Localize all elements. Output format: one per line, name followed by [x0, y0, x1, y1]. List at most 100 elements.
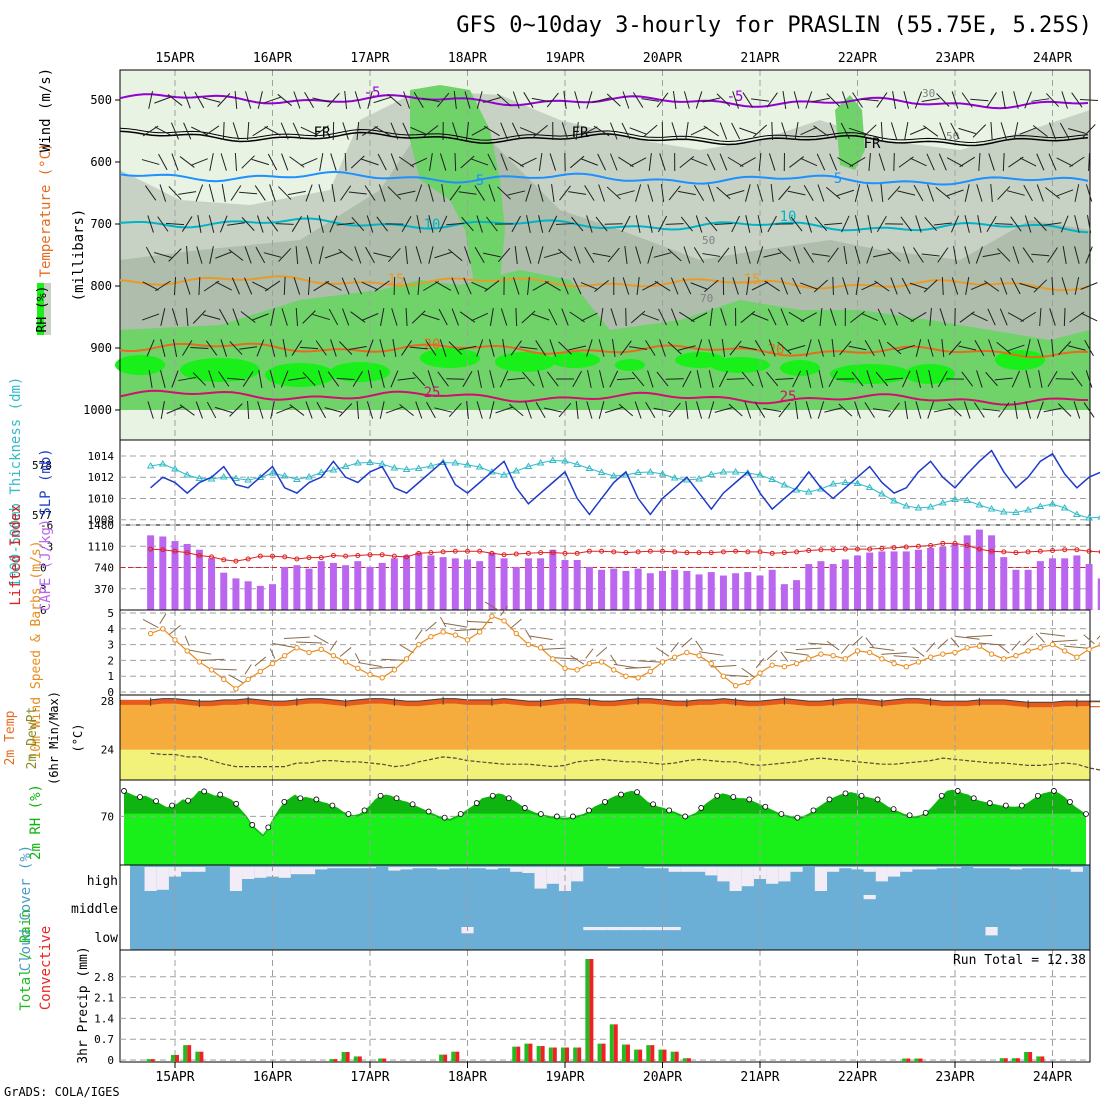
- wind-barb: [864, 340, 875, 356]
- wind-barb: [901, 277, 911, 295]
- wind-barb: [208, 184, 215, 202]
- wind-barb: [208, 215, 215, 233]
- cloud-high-bar: [510, 867, 523, 872]
- wind-speed-point: [428, 634, 434, 640]
- cloud-high-bar: [290, 867, 303, 875]
- wind-barb: [448, 341, 463, 355]
- wind-barb: [302, 310, 316, 324]
- wind-barb: [361, 126, 379, 136]
- wind-barb: [778, 402, 791, 418]
- wind-barb: [740, 310, 756, 324]
- cape-bar: [1024, 569, 1032, 610]
- cloud-level-label: low: [95, 931, 119, 946]
- wind-barb: [1051, 276, 1054, 296]
- wind-barb: [1043, 407, 1062, 413]
- wind-barb: [205, 340, 218, 356]
- wind-barb: [933, 222, 952, 226]
- wind-barb: [182, 340, 193, 356]
- rh2m-point: [537, 811, 544, 817]
- wind-barb: [693, 185, 705, 201]
- wind-barb: [924, 216, 937, 232]
- wind-barb: [817, 184, 825, 202]
- lifted-index-point: [550, 550, 556, 556]
- slp-tick-label: 1008: [88, 514, 115, 527]
- wind-barb: [202, 314, 221, 320]
- wind-barb: [1012, 246, 1020, 264]
- lifted-index-point: [489, 550, 495, 556]
- wind-barb: [763, 407, 782, 413]
- wind-speed-point: [903, 664, 909, 670]
- wind-barb: [629, 157, 647, 167]
- wind-barb: [997, 186, 1011, 200]
- isotherm-label: FR: [572, 125, 589, 141]
- wind-barb: [409, 346, 428, 350]
- wind-barb: [533, 124, 548, 138]
- wind-barb: [898, 312, 915, 322]
- cloud-low-bar: [668, 927, 681, 931]
- wind-barb: [1074, 277, 1080, 295]
- wind-barb: [983, 280, 1000, 292]
- precip-total-bar: [183, 1045, 188, 1062]
- wind-barb: [471, 158, 489, 166]
- lifted-index-point: [1001, 549, 1007, 555]
- rh2m-point: [698, 805, 705, 811]
- wind-barb: [429, 153, 433, 171]
- wind-barb: [142, 619, 159, 629]
- thickness-point: [146, 462, 155, 469]
- wind-barb: [154, 251, 172, 259]
- thickness-point: [877, 490, 886, 497]
- wind-barb: [581, 312, 598, 322]
- cape-bar: [805, 564, 813, 610]
- wind-barb: [781, 122, 788, 140]
- wind-barb: [287, 377, 306, 381]
- thickness-point: [1060, 504, 1069, 511]
- wind-barb: [454, 152, 457, 172]
- wind-barb: [990, 121, 993, 141]
- wind-barb: [168, 248, 182, 262]
- wind-barb: [380, 308, 385, 326]
- wind-barb: [878, 339, 886, 357]
- lifted-index-point: [184, 550, 190, 556]
- wind-barb: [511, 215, 521, 233]
- wind-barb: [252, 281, 269, 291]
- wind-barb: [732, 91, 739, 109]
- wind-barb: [616, 377, 635, 381]
- rh2m-point: [810, 807, 817, 814]
- wind-barb: [793, 246, 800, 264]
- lifted-index-point: [245, 556, 251, 562]
- wind-barb: [1037, 339, 1044, 357]
- wind-barb: [194, 91, 205, 109]
- wind-barb: [610, 122, 618, 140]
- wind-barb: [667, 248, 682, 262]
- wind-barb: [425, 621, 437, 632]
- cape-bar: [208, 558, 216, 610]
- rh2m-point: [602, 798, 608, 805]
- wind-barb: [756, 246, 764, 264]
- wind-barb: [234, 152, 238, 172]
- precip-total-bar: [634, 1049, 639, 1062]
- wind-barb: [659, 339, 666, 357]
- wind-barb: [373, 252, 392, 258]
- wind-speed-point: [854, 648, 861, 654]
- wind-barb: [708, 401, 715, 419]
- wind-barb: [988, 339, 996, 357]
- wind-barb: [173, 276, 177, 296]
- cloud-high-bar: [193, 867, 206, 872]
- rh-contour-90: [180, 358, 260, 382]
- rh2m-point: [826, 796, 833, 803]
- precip-convective-bar: [382, 1058, 387, 1062]
- wind-barb: [803, 247, 815, 263]
- wind-barb: [1071, 371, 1083, 387]
- wind-barb: [764, 280, 780, 292]
- wind-barb: [325, 281, 342, 291]
- wind-barb: [141, 159, 160, 165]
- wind-axis-label: 10m Wind Speed & Barbs (m/s): [29, 540, 44, 759]
- wind-barb: [328, 308, 339, 326]
- wind-barb: [946, 157, 964, 167]
- wind-barb: [986, 216, 997, 232]
- wind-barb: [462, 370, 473, 388]
- cape-bar: [378, 562, 386, 610]
- wind-barb: [720, 308, 727, 326]
- wind-barb: [324, 251, 343, 259]
- precip-convective-bar: [601, 1043, 606, 1062]
